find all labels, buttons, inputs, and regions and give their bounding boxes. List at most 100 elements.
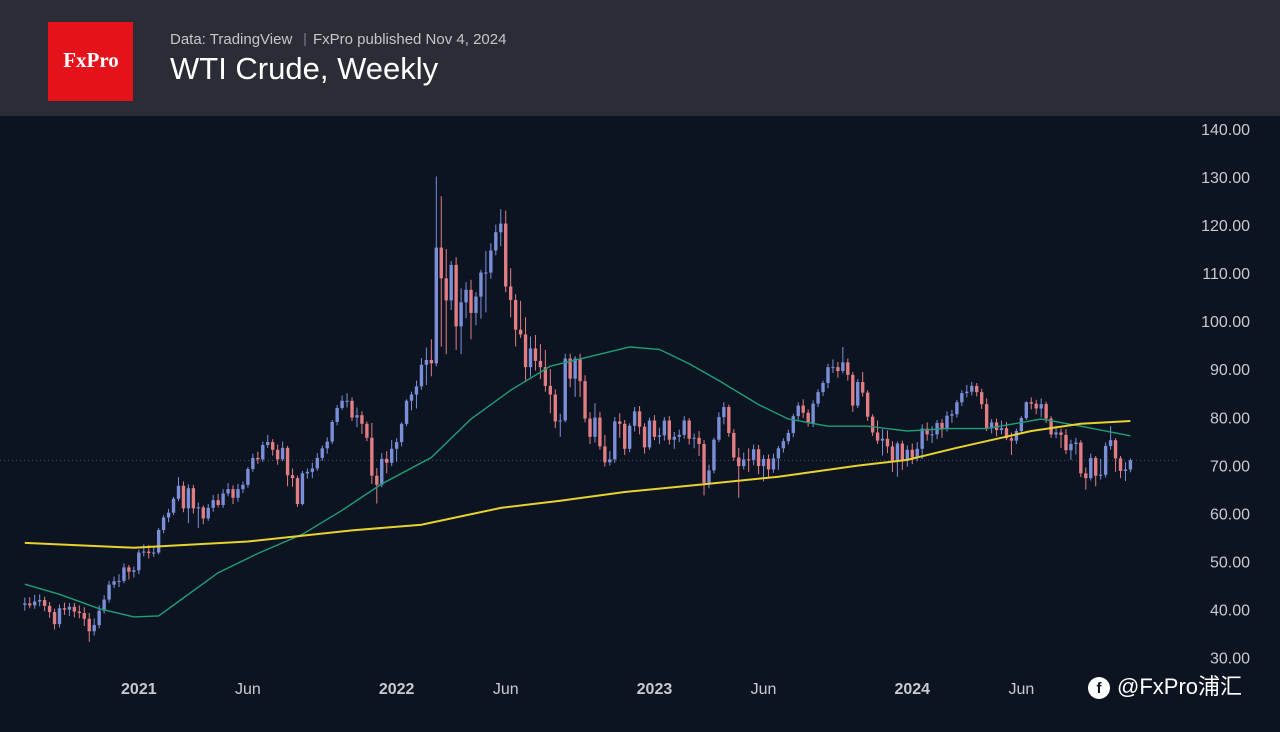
candle-body [856, 382, 860, 406]
candle-body [47, 605, 52, 613]
candle-body [925, 428, 929, 435]
candle-body [965, 391, 969, 394]
candle-body [1044, 404, 1048, 419]
moving-average [24, 420, 1131, 549]
candle-body [618, 421, 622, 424]
y-tick-label: 70.00 [1210, 458, 1250, 475]
candle-body [950, 414, 954, 416]
watermark-icon-glyph: f [1097, 680, 1103, 697]
candle-body [295, 478, 300, 505]
candle-body [975, 385, 979, 393]
y-tick-label: 90.00 [1210, 362, 1250, 379]
candle-body [201, 507, 205, 519]
candle-body [132, 570, 136, 572]
candle-body [221, 493, 225, 505]
candle-body [375, 475, 379, 485]
candle-body [280, 447, 285, 460]
candle-body [930, 434, 934, 436]
candle-body [1128, 460, 1133, 470]
candle-body [627, 425, 632, 449]
candle-body [251, 457, 255, 469]
candle-body [870, 416, 875, 433]
candle-body [732, 432, 736, 458]
candle-body [652, 420, 657, 437]
candle-body [1059, 432, 1063, 435]
candle-body [186, 488, 191, 509]
candle-body [776, 448, 781, 459]
candle-body [429, 359, 434, 364]
candle-body [687, 420, 691, 439]
candle-body [320, 448, 324, 458]
chart-title: WTI Crude, Weekly [170, 51, 439, 86]
candle-body [414, 386, 419, 395]
y-tick-label: 80.00 [1210, 410, 1250, 427]
candle-body [1098, 474, 1103, 476]
candle-body [960, 393, 964, 403]
candle-body [62, 608, 67, 610]
candle-body [1014, 431, 1019, 441]
candle-body [112, 581, 116, 585]
plot-area: 30.00 40.00 50.00 60.00 70.00 80.00 90.00 100.0… [0, 122, 1250, 698]
candle-body [861, 382, 865, 393]
x-tick-label: Jun [1008, 681, 1034, 698]
candle-body [439, 247, 443, 279]
y-tick-label: 100.00 [1201, 314, 1250, 331]
candle-body [1019, 418, 1024, 432]
candle-body [236, 489, 240, 498]
candle-body [57, 608, 62, 625]
candle-body [722, 407, 726, 418]
y-tick-label: 120.00 [1201, 218, 1250, 235]
candle-body [409, 394, 414, 401]
candle-body [102, 599, 106, 611]
candle-body [742, 459, 746, 467]
candle-body [761, 458, 766, 467]
x-tick-label: Jun [235, 681, 261, 698]
candle-body [781, 441, 786, 449]
candle-body [1009, 438, 1014, 441]
candle-body [603, 446, 607, 463]
candle-body [404, 400, 409, 424]
candle-body [335, 407, 339, 422]
candle-body [513, 299, 518, 330]
candle-body [979, 392, 984, 405]
candle-body [791, 416, 795, 433]
candle-body [161, 517, 166, 530]
candle-body [1094, 457, 1098, 476]
candle-body [1108, 440, 1113, 446]
candle-body [662, 420, 667, 436]
candle-body [583, 381, 587, 419]
candle-body [712, 439, 716, 471]
candle-body [1024, 402, 1028, 419]
logo-box [48, 22, 133, 101]
candle-body [1103, 445, 1108, 475]
candle-body [846, 362, 850, 375]
candle-body [672, 436, 676, 440]
candle-body [786, 432, 791, 442]
candle-body [399, 423, 404, 443]
candle-body [697, 437, 701, 445]
candle-body [543, 367, 548, 386]
x-tick-label: 2021 [121, 681, 157, 698]
watermark-icon [1088, 677, 1110, 699]
candle-body [87, 618, 91, 632]
candle-body [166, 512, 171, 518]
candle-body [241, 484, 245, 490]
x-tick-label: 2022 [379, 681, 415, 698]
candle-body [266, 442, 270, 445]
candle-body [389, 448, 394, 463]
candle-body [593, 417, 597, 437]
candle-body [394, 442, 399, 449]
candle-body [548, 385, 553, 395]
candle-body [464, 289, 468, 303]
candle-body [573, 358, 577, 379]
candle-body [623, 423, 627, 449]
candle-body [474, 296, 478, 313]
candle-body [494, 232, 498, 251]
candle-body [385, 458, 389, 463]
candle-body [677, 434, 681, 437]
y-tick-label: 110.00 [1202, 266, 1250, 283]
candle-body [851, 374, 855, 406]
logo: FxPro [63, 48, 119, 72]
